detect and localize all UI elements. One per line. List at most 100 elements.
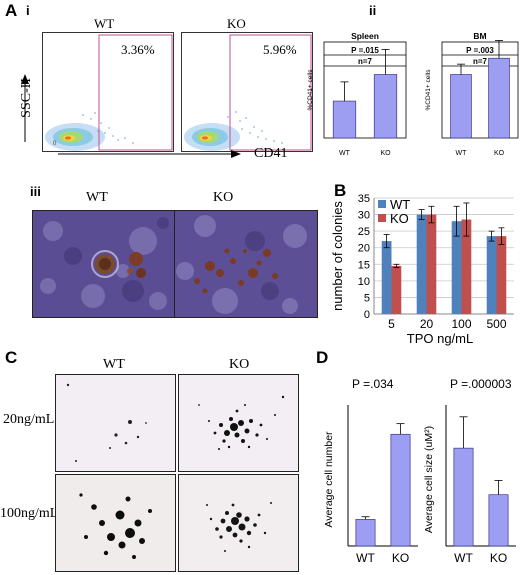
x-tick-label: KO <box>392 551 409 565</box>
micrograph-c-wt-100-cells <box>79 493 152 559</box>
chart-d-cell-number: Average cell number P =.034 WT KO <box>323 377 418 565</box>
chart-annotation: n=7 <box>358 57 373 66</box>
y-tick-label: 25 <box>358 226 370 238</box>
bar-ko-500 <box>496 236 507 314</box>
micrograph-iii-wt <box>32 210 176 318</box>
panel-label-b: B <box>334 181 347 200</box>
y-axis-label: Average cell number <box>323 431 335 528</box>
x-tick-label: 500 <box>486 317 506 331</box>
chart-annotation: P =.034 <box>352 377 394 391</box>
bar-wt <box>355 519 376 547</box>
bar-ko <box>488 57 510 139</box>
micrograph-iii-ko <box>174 210 318 318</box>
micrograph-iii-wt-texture <box>33 211 175 317</box>
flow-percent-wt: 3.36% <box>121 42 155 57</box>
chart-b: 0 5 10 15 20 25 30 35 number of colonies 5 20 100 50… <box>330 193 514 346</box>
y-tick-label: 10 <box>358 276 370 288</box>
panel-label-a-i: i <box>26 3 30 18</box>
y-axis-label: %CD41+ cells <box>307 69 314 111</box>
flow-percent-ko: 5.96% <box>263 42 297 57</box>
y-tick-label: 20 <box>358 243 370 255</box>
micrograph-c-ko-100-cells <box>206 502 272 552</box>
legend-label: WT <box>390 197 410 212</box>
c-row-label-100: 100ng/mL <box>0 506 59 521</box>
x-tick-label: WT <box>339 150 351 157</box>
flow-plot-ko <box>181 32 313 152</box>
legend-swatch-wt <box>378 200 386 208</box>
y-axis-label: %CD41+ cells <box>425 69 432 111</box>
panel-label-d: D <box>316 348 329 367</box>
micrograph-c-wt-100 <box>55 474 176 572</box>
bar-ko-5 <box>391 265 402 314</box>
bar-ko <box>488 494 509 547</box>
c-col-label-ko: KO <box>229 357 250 372</box>
x-tick-label: 5 <box>388 317 395 331</box>
x-axis-label: TPO ng/mL <box>407 331 473 346</box>
y-tick-label: 15 <box>358 259 370 271</box>
y-tick-label: 0 <box>364 309 370 321</box>
panel-label-a-ii: ii <box>369 3 377 18</box>
chart-annotation: P =.015 <box>351 46 379 55</box>
x-tick-label: KO <box>494 150 505 157</box>
bar-wt-500 <box>486 236 497 314</box>
legend-swatch-ko <box>378 214 386 222</box>
y-arrow-icon <box>21 74 29 142</box>
x-tick-label: 20 <box>420 317 434 331</box>
x-tick-label: WT <box>356 551 375 565</box>
c-row-label-20: 20ng/mL <box>3 412 55 427</box>
x-tick-label: KO <box>380 150 391 157</box>
chart-frame <box>323 41 407 139</box>
legend-label: KO <box>390 211 409 226</box>
chart-d-cell-size: Average cell size (uM²) P =.000003 WT KO <box>423 377 516 565</box>
micrograph-c-ko-20-cells <box>198 395 285 450</box>
y-axis-label: Average cell size (uM²) <box>423 426 435 533</box>
y-tick-label: 35 <box>358 193 370 205</box>
panel-label-c: C <box>5 348 18 367</box>
x-tick-label: WT <box>456 150 468 157</box>
bar-wt-5 <box>381 241 392 314</box>
panel-label-a: A <box>5 1 18 20</box>
x-tick-label: 100 <box>451 317 471 331</box>
flow-genotype-ko: KO <box>227 16 246 31</box>
x-tick-label: WT <box>454 551 473 565</box>
micrograph-c-wt-20-cells <box>66 383 147 462</box>
svg-text:0: 0 <box>53 141 57 147</box>
flow-density-wt: 0 <box>45 34 173 151</box>
flow-x-axis-label: CD41 <box>254 146 288 161</box>
micro-iii-label-ko: KO <box>213 190 234 205</box>
bar-ko <box>373 74 398 139</box>
y-axis-label: number of colonies <box>330 201 345 311</box>
chart-annotation: P =.000003 <box>450 377 512 391</box>
micrograph-iii-ko-texture <box>175 211 317 317</box>
micrograph-c-wt-20 <box>55 374 176 472</box>
flow-genotype-wt: WT <box>94 16 115 31</box>
flow-cytometry-figure: SSC-H 0 WT 3.36% <box>8 16 328 165</box>
chart-frame <box>441 41 519 139</box>
panel-label-a-iii: iii <box>30 184 41 199</box>
bar-wt <box>450 74 472 139</box>
bar-wt-20 <box>416 214 427 314</box>
chart-title: BM <box>473 31 486 41</box>
chart-annotation: P =.003 <box>466 46 494 55</box>
flow-y-axis-label: SSC-H <box>19 78 34 118</box>
bar-ko <box>390 433 411 547</box>
flow-plot-wt: 0 <box>42 32 174 152</box>
c-col-label-wt: WT <box>103 357 125 372</box>
y-tick-label: 30 <box>358 210 370 222</box>
x-arrow-icon <box>58 150 241 158</box>
y-tick-label: 5 <box>364 292 370 304</box>
bar-ko-20 <box>426 214 437 314</box>
micrograph-c-ko-100 <box>178 474 299 572</box>
x-tick-label: KO <box>490 551 507 565</box>
chart-title: Spleen <box>351 31 379 41</box>
micro-iii-label-wt: WT <box>86 190 108 205</box>
micrograph-c-ko-20 <box>178 374 299 472</box>
bar-wt-100 <box>451 221 462 314</box>
flow-density-ko <box>184 34 312 151</box>
chart-a-ii-bm: BM %CD41+ cells P =.003 n=7 WT KO <box>425 31 519 157</box>
bar-ko-100 <box>461 219 472 314</box>
chart-annotation: n=7 <box>473 57 488 66</box>
chart-a-ii-spleen: Spleen %CD41+ cells P =.015 n=7 WT KO <box>307 31 407 157</box>
bar-wt <box>332 100 357 139</box>
bar-wt <box>453 447 474 547</box>
